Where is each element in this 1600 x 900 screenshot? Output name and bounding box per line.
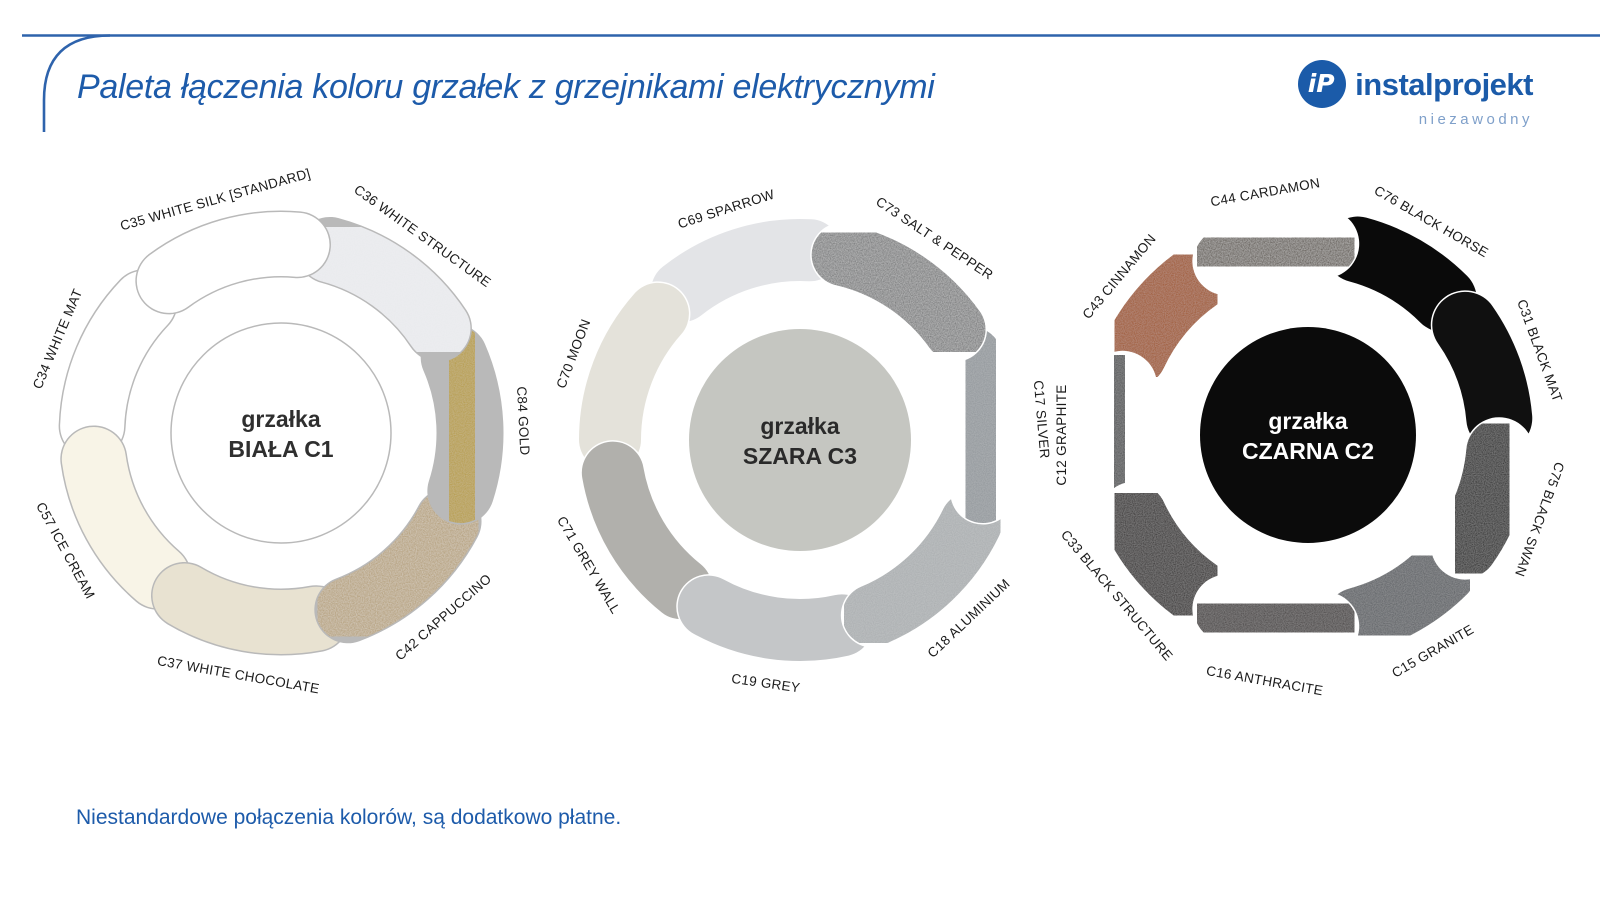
segment-C15 [1324, 537, 1477, 654]
segment-C37 [152, 563, 349, 654]
segment-C19 [677, 575, 873, 661]
segment-label-C84: C84 GOLD [514, 386, 532, 456]
wheel-center-label-line1-czarna-c2: grzałka [1268, 408, 1347, 434]
segment-C35 [136, 212, 330, 313]
segment-C42 [315, 489, 481, 642]
page-title: Paleta łączenia koloru grzałek z grzejni… [77, 68, 935, 106]
segment-label-C19: C19 GREY [731, 671, 802, 695]
logo: iP instalprojekt niezawodny [1298, 60, 1533, 128]
segment-C31 [1432, 291, 1533, 452]
wheel-center-szara-c3 [689, 329, 911, 551]
segment-label-C12: C12 GRAPHITE [1054, 384, 1069, 485]
segment-C76 [1324, 216, 1477, 333]
wheel-center-biala-c1 [170, 322, 392, 544]
segment-C84 [422, 325, 502, 524]
segment-C73 [811, 223, 986, 361]
segment-C36 [297, 218, 471, 361]
segment-C33 [1100, 483, 1231, 626]
logo-tagline: niezawodny [1418, 111, 1533, 128]
segment-label-C44: C44 CARDAMON [1209, 175, 1321, 209]
segment-label-C37: C37 WHITE CHOCOLATE [156, 653, 321, 696]
segment-C69 [650, 219, 841, 323]
segment-label-C17: C17 SILVER [1031, 380, 1053, 460]
segment-C12 [1083, 352, 1156, 518]
instalprojekt-logo-icon: iP [1298, 60, 1347, 108]
segment-C16 [1193, 576, 1358, 660]
wheel-center-label-line2-czarna-c2: CZARNA C2 [1242, 438, 1374, 464]
segment-C70 [579, 282, 689, 471]
logo-name: instalprojekt [1355, 66, 1533, 102]
footnote: Niestandardowe połączenia kolorów, są do… [76, 806, 622, 829]
segment-C75 [1432, 418, 1533, 579]
header-corner-curve [42, 34, 111, 132]
wheel-center-label-line1-biala-c1: grzałka [241, 406, 320, 432]
segment-C44 [1193, 210, 1358, 294]
segment-C34 [60, 270, 177, 459]
wheel-center-label-line2-biala-c1: BIAŁA C1 [228, 436, 333, 462]
wheel-center-label-line2-szara-c3: SZARA C3 [743, 443, 857, 469]
segment-C43 [1100, 244, 1231, 387]
wheel-center-czarna-c2 [1200, 327, 1416, 543]
logo-monogram: iP [1307, 68, 1335, 98]
segment-label-C16: C16 ANTHRACITE [1205, 663, 1324, 698]
segment-C18 [842, 491, 1002, 647]
segment-C17 [940, 326, 1021, 524]
segment-C71 [581, 441, 713, 620]
segment-C57 [61, 426, 190, 609]
wheel-center-label-line1-szara-c3: grzałka [760, 413, 839, 439]
